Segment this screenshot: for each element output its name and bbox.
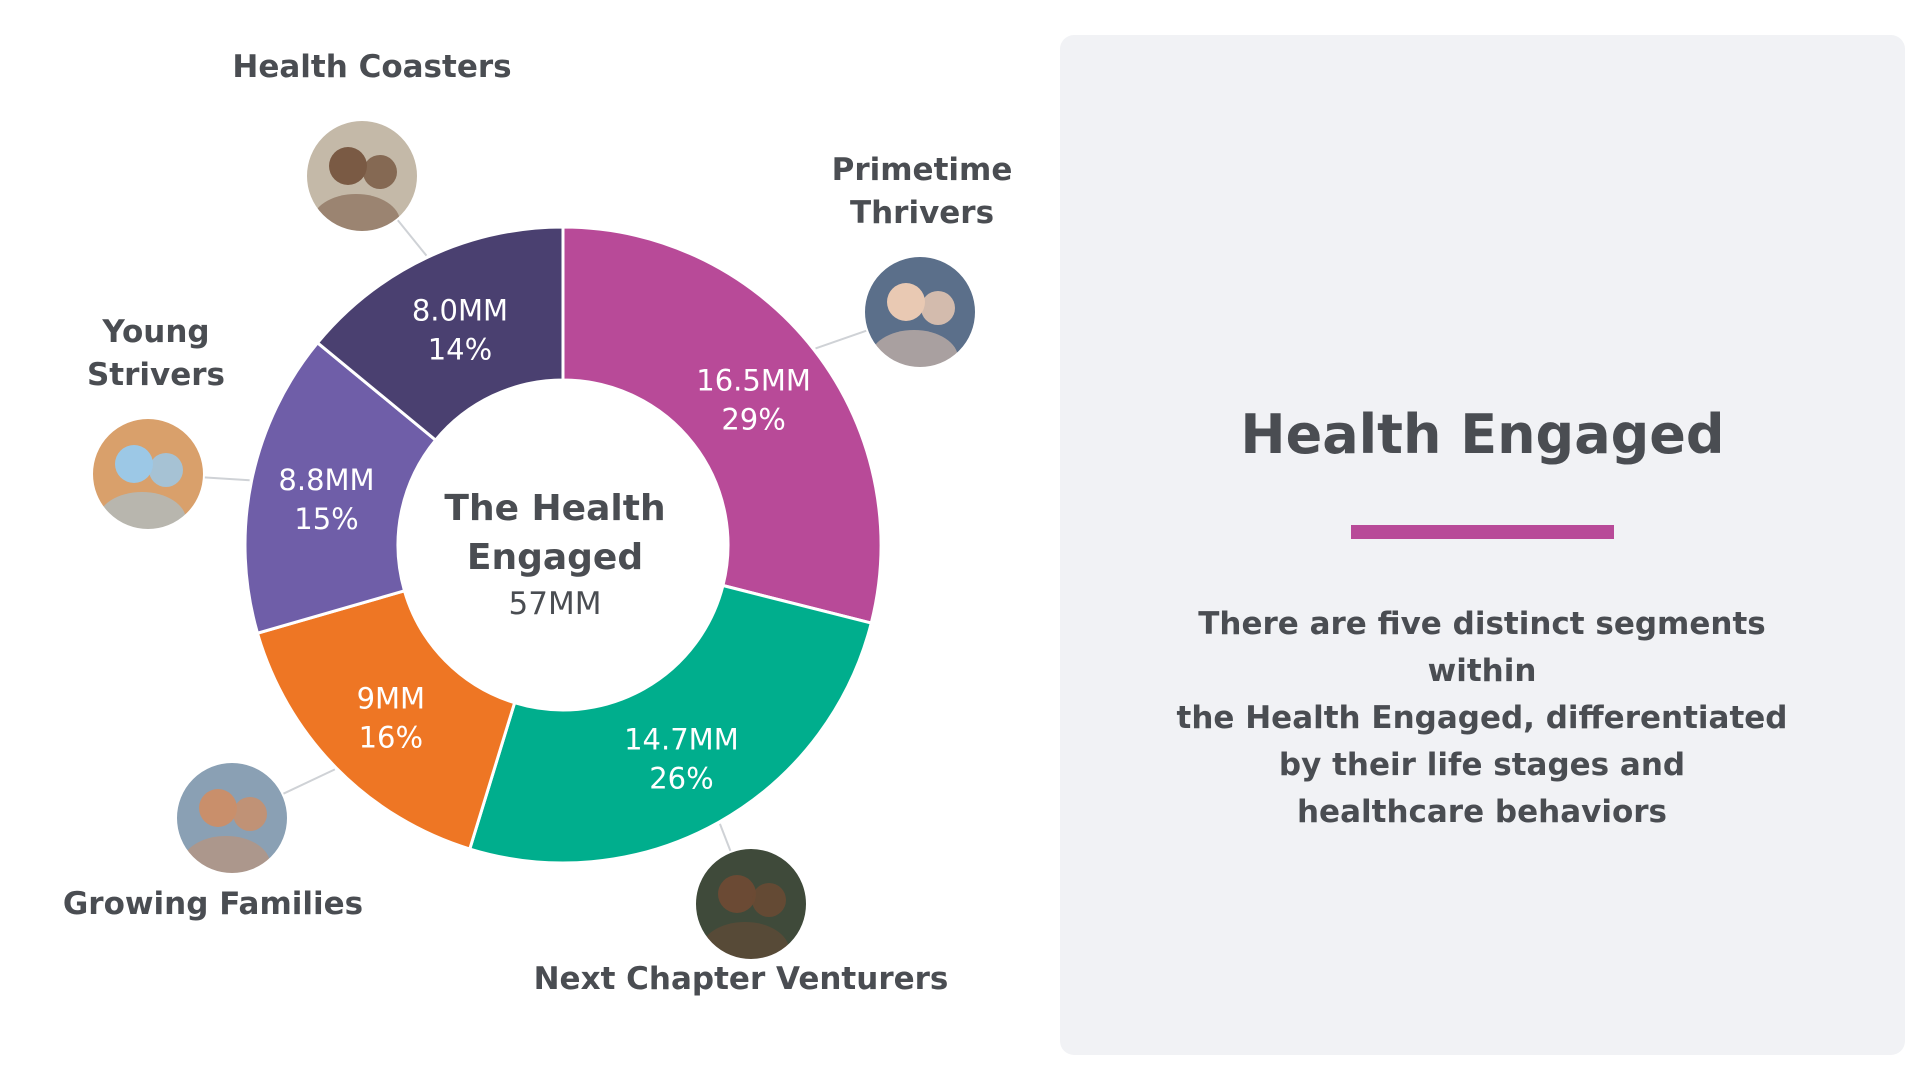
slice-primetime-thrivers (561, 225, 883, 625)
slice-growing-families (255, 588, 517, 851)
slice-health-coasters (315, 225, 565, 443)
panel-description: There are five distinct segments within … (1152, 601, 1812, 836)
connector-next-chapter-venturers (719, 823, 732, 853)
panel-description-line-1: There are five distinct segments within (1198, 606, 1766, 689)
segment-name-young-strivers: Young Strivers (87, 314, 225, 393)
segment-name-next-chapter-venturers: Next Chapter Venturers (534, 961, 949, 997)
connector-health-coasters (396, 218, 428, 257)
panel-description-line-3: by their life stages and (1278, 747, 1686, 783)
slice-value-label-young-strivers: 8.8MM (278, 463, 374, 497)
segment-name-primetime-thrivers: Primetime Thrivers (832, 152, 1013, 231)
slice-percent-label-primetime-thrivers: 29% (721, 403, 785, 437)
slice-percent-label-next-chapter-venturers: 26% (649, 761, 713, 795)
panel-description-line-4: healthcare behaviors (1296, 794, 1667, 830)
slice-value-label-next-chapter-venturers: 14.7MM (624, 722, 739, 756)
connector-primetime-thrivers (815, 329, 868, 350)
title-underline (1351, 525, 1614, 539)
connector-growing-families (282, 768, 336, 795)
slice-value-label-health-coasters: 8.0MM (412, 294, 508, 328)
slice-value-label-growing-families: 9MM (357, 681, 426, 715)
center-total: 57MM (509, 586, 602, 622)
segment-name-health-coasters: Health Coasters (232, 49, 511, 85)
segment-photo-growing-families (176, 762, 288, 874)
center-title-line-2: Engaged (467, 537, 643, 578)
panel-title: Health Engaged (1240, 403, 1725, 466)
info-panel: Health Engaged There are five distinct s… (1060, 35, 1905, 1055)
segment-photo-health-coasters (306, 120, 418, 232)
segment-photo-young-strivers (92, 418, 204, 530)
slice-percent-label-young-strivers: 15% (294, 502, 358, 536)
panel-description-line-2: the Health Engaged, differentiated (1176, 700, 1788, 736)
center-title-line-1: The Health (444, 488, 665, 529)
segment-photo-next-chapter-venturers (695, 848, 807, 960)
segment-photo-primetime-thrivers (864, 256, 976, 368)
connector-young-strivers (203, 476, 250, 482)
donut-chart: 16.5MM 29% 14.7MM 26% 9MM 16% 8.8MM 15% 8.0MM 14%… (63, 49, 1013, 997)
slice-young-strivers (243, 340, 438, 636)
segment-name-growing-families: Growing Families (63, 886, 363, 922)
slice-percent-label-health-coasters: 14% (428, 333, 492, 367)
slice-value-label-primetime-thrivers: 16.5MM (696, 364, 811, 398)
slice-next-chapter-venturers (467, 583, 874, 865)
slice-percent-label-growing-families: 16% (359, 720, 423, 754)
